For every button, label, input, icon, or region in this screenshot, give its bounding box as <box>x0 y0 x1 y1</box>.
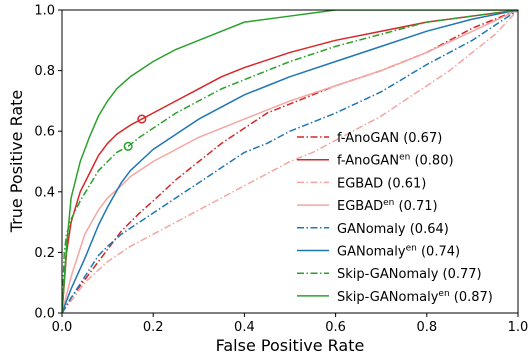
operating-point-marker <box>137 114 147 124</box>
plot-frame <box>61 9 519 314</box>
series-line <box>62 10 518 313</box>
legend-label: GANomalyen (0.74) <box>337 244 460 260</box>
series-line <box>62 10 518 313</box>
legend-label: EGBAD (0.61) <box>337 176 426 191</box>
x-tick-label: 0.0 <box>52 320 73 335</box>
series-line <box>62 10 518 313</box>
x-tick-label: 1.0 <box>508 320 529 335</box>
series-line <box>62 10 518 313</box>
x-axis-title: False Positive Rate <box>216 336 365 355</box>
legend-label: Skip-GANomaly (0.77) <box>337 267 482 282</box>
legend: f-AnoGAN (0.67) f-AnoGANen (0.80) EGBAD (0… <box>297 131 493 305</box>
series-line <box>62 10 518 313</box>
legend-label: f-AnoGANen (0.80) <box>337 153 454 169</box>
x-tick-label: 0.8 <box>416 320 437 335</box>
x-tick-label: 0.2 <box>143 320 164 335</box>
y-tick-label: 0.6 <box>34 125 55 140</box>
y-axis-ticks: 0.0 0.2 0.4 0.6 0.8 1.0 <box>34 4 62 322</box>
y-tick-label: 0.2 <box>34 246 55 261</box>
legend-label: GANomaly (0.64) <box>337 222 449 237</box>
legend-label: Skip-GANomalyen (0.87) <box>337 289 493 305</box>
y-tick-label: 1.0 <box>34 4 55 19</box>
y-tick-label: 0.4 <box>34 185 55 200</box>
series-layer <box>62 10 518 313</box>
series-line <box>62 10 518 313</box>
marker-layer <box>123 114 147 151</box>
y-axis-title: True Positive Rate <box>7 90 26 234</box>
plot-area <box>62 10 518 313</box>
x-tick-label: 0.4 <box>234 320 255 335</box>
legend-label: f-AnoGAN (0.67) <box>337 131 442 146</box>
legend-label: EGBADen (0.71) <box>337 198 438 214</box>
y-tick-label: 0.8 <box>34 64 55 79</box>
series-line <box>62 10 518 313</box>
operating-point-marker <box>123 141 133 151</box>
x-axis-ticks: 0.0 0.2 0.4 0.6 0.8 1.0 <box>52 313 529 335</box>
y-tick-label: 0.0 <box>34 307 55 322</box>
series-line <box>62 10 518 313</box>
x-tick-label: 0.6 <box>325 320 346 335</box>
